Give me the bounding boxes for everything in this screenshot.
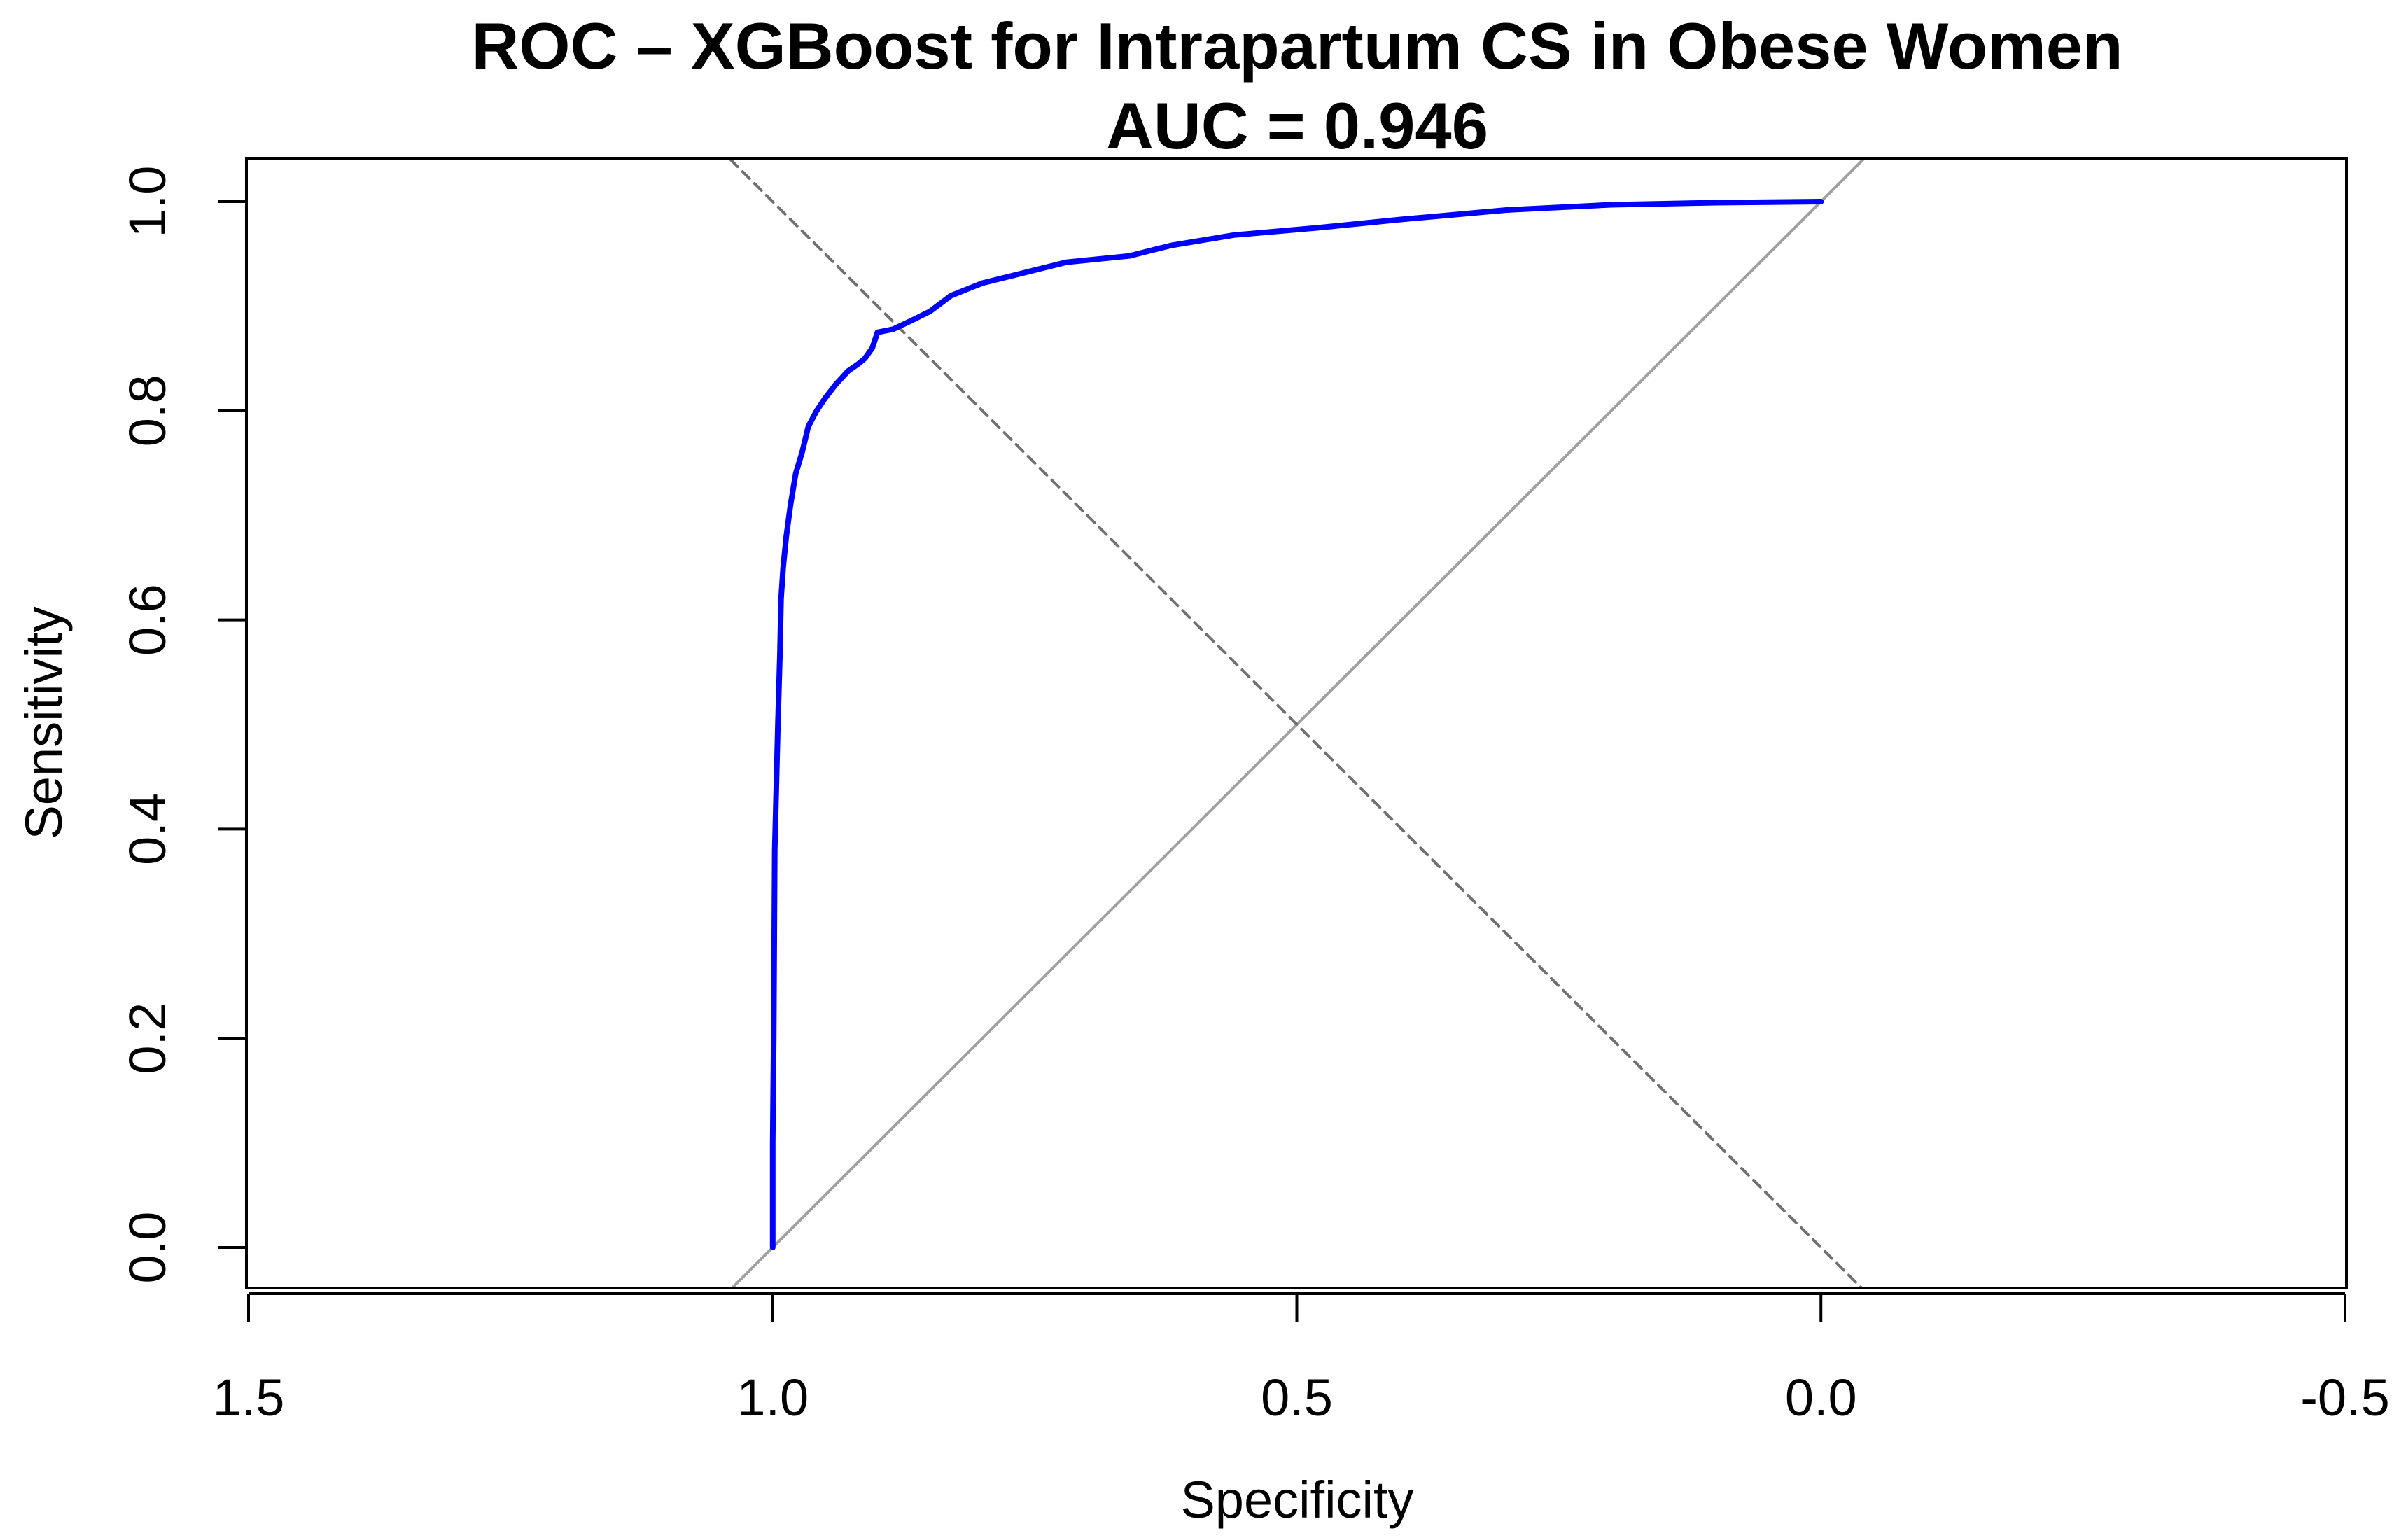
x-tick-label: 1.5 (213, 1368, 285, 1427)
y-tick-label: 0.8 (118, 374, 176, 447)
y-tick-label: 0.2 (118, 1002, 176, 1074)
y-tick-label: 0.0 (118, 1212, 176, 1284)
chart-subtitle: AUC = 0.946 (1106, 89, 1488, 162)
chart-title: ROC – XGBoost for Intrapartum CS in Obes… (472, 9, 2123, 83)
y-tick-label: 0.6 (118, 584, 176, 656)
y-axis-label: Sensitivity (15, 606, 73, 839)
plot-layer (729, 158, 1865, 1288)
dashed-reference-line (729, 158, 1864, 1288)
x-axis-label: Specificity (1180, 1471, 1413, 1529)
x-axis: 1.5 1.0 0.5 0.0 -0.5 (213, 1292, 2390, 1427)
x-tick-label: 0.0 (1785, 1368, 1857, 1427)
x-tick-label: 1.0 (736, 1368, 809, 1427)
roc-curve-line (769, 199, 1824, 1250)
x-tick-label: 0.5 (1261, 1368, 1333, 1427)
y-axis: 0.0 0.2 0.4 0.6 0.8 1.0 (118, 166, 248, 1284)
x-tick-label: -0.5 (2300, 1368, 2390, 1427)
y-tick-label: 1.0 (118, 166, 176, 238)
y-tick-label: 0.4 (118, 793, 176, 865)
